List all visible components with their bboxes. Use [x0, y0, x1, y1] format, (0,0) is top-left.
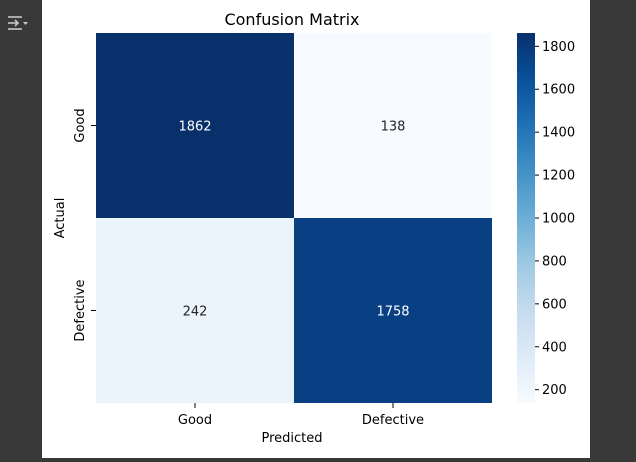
- colorbar-tick-label: 1400: [542, 126, 575, 141]
- x-tick-label: Good: [178, 413, 212, 428]
- colorbar-tick-label: 400: [542, 340, 567, 355]
- y-axis-label: Actual: [53, 198, 68, 239]
- right-margin: [590, 0, 636, 458]
- y-tick-label: Good: [73, 108, 88, 142]
- heatmap-cell: [294, 218, 492, 403]
- figure-canvas: Confusion Matrix 1862 138 242 1758 Good Defe…: [42, 0, 590, 458]
- notebook-gutter: [0, 0, 42, 458]
- colorbar-tick-label: 600: [542, 297, 567, 312]
- x-tick-label: Defective: [362, 413, 424, 428]
- y-tick-label: Defective: [73, 279, 88, 341]
- colorbar-tick-label: 1600: [542, 83, 575, 98]
- colorbar-tick-label: 200: [542, 383, 567, 398]
- cell-value-label: 138: [381, 120, 406, 135]
- heatmap-cell: [96, 218, 294, 403]
- colorbar-tick-label: 1800: [542, 40, 575, 55]
- heatmap-cell: [294, 33, 492, 218]
- colorbar-tick-label: 800: [542, 254, 567, 269]
- cell-value-label: 242: [183, 305, 208, 320]
- cell-value-label: 1862: [178, 120, 211, 135]
- colorbar-tick-label: 1200: [542, 169, 575, 184]
- output-collapse-icon[interactable]: [6, 14, 30, 34]
- confusion-matrix-chart: Confusion Matrix 1862 138 242 1758 Good Defe…: [53, 10, 575, 446]
- heatmap-cell: [96, 33, 294, 218]
- x-axis-label: Predicted: [261, 431, 322, 446]
- chart-title: Confusion Matrix: [224, 10, 359, 29]
- colorbar: [517, 33, 535, 403]
- cell-value-label: 1758: [376, 305, 409, 320]
- colorbar-tick-label: 1000: [542, 212, 575, 227]
